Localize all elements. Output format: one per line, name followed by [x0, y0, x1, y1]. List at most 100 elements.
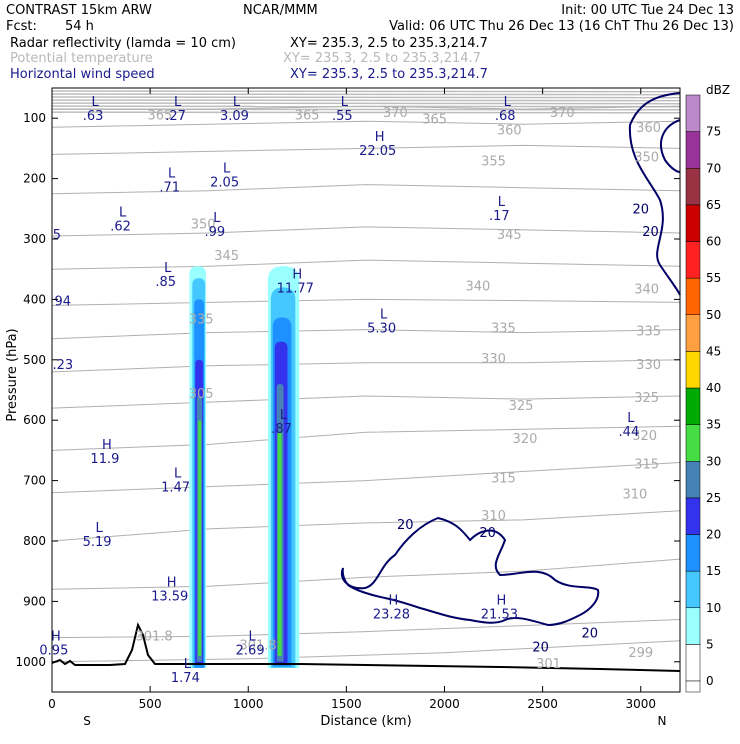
- wind-contour-label: 20: [397, 518, 414, 533]
- colorbar-swatch: [685, 387, 701, 425]
- wind-contours: [51, 92, 681, 672]
- theta-band-line: [51, 111, 681, 114]
- x-tick-label: 1500: [331, 697, 362, 711]
- colorbar-level-label: 75: [706, 125, 721, 139]
- theta-label: 301.8: [135, 630, 172, 645]
- colorbar-swatch: [685, 644, 701, 682]
- extremum-value: .62: [110, 220, 131, 235]
- theta-label: 325: [634, 391, 659, 406]
- wind-contour-20-north: [628, 92, 681, 296]
- colorbar-swatch: [685, 534, 701, 572]
- reflectivity-level-30: [277, 432, 282, 656]
- theta-label: 315: [491, 471, 516, 486]
- theta-label: 360: [636, 121, 661, 136]
- theta-isentrope: [51, 259, 681, 270]
- extremum-type: L: [184, 657, 192, 672]
- theta-isentropes: [51, 90, 681, 663]
- extremum-type: L: [174, 95, 182, 110]
- theta-label: 325: [509, 399, 534, 414]
- x-axis-label: Distance (km): [320, 714, 411, 729]
- theta-band-line: [51, 99, 681, 102]
- extremum-type: L: [341, 95, 349, 110]
- colorbar-swatch: [685, 497, 701, 535]
- extremum-value: .99: [204, 225, 225, 240]
- extremum-value: 23.28: [373, 607, 410, 622]
- extremum-value: 21.53: [481, 607, 518, 622]
- y-tick-label: 700: [23, 474, 46, 488]
- y-tick-label: 500: [23, 353, 46, 367]
- extremum-value: 13.59: [151, 589, 188, 604]
- theta-label: 299: [628, 646, 653, 661]
- extremum-value: 22.05: [359, 144, 396, 159]
- extremum-value: .44: [619, 425, 640, 440]
- extremum-value: 1.74: [171, 671, 200, 686]
- extremum-value: .87: [271, 422, 292, 437]
- extremum-value: .27: [165, 109, 186, 124]
- extremum-value: 1.47: [161, 481, 190, 496]
- theta-label: 345: [497, 228, 522, 243]
- colorbar-level-label: 20: [706, 528, 721, 542]
- extremum-value: .68: [495, 109, 516, 124]
- extremum-value: .63: [83, 109, 104, 124]
- colorbar-swatch: [685, 351, 701, 389]
- extremum-value: 2.69: [236, 644, 265, 659]
- extremum-type: H: [51, 630, 61, 645]
- theta-isentrope: [51, 359, 681, 373]
- extremum-value: .55: [332, 109, 353, 124]
- reflectivity-level-30: [198, 420, 202, 656]
- extremum-value: .17: [489, 209, 510, 224]
- extremum-value: 11.77: [277, 281, 314, 296]
- y-tick-label: 1000: [15, 655, 46, 669]
- y-tick-label: 900: [23, 594, 46, 608]
- header-init: Init: 00 UTC Tue 24 Dec 13: [561, 3, 734, 18]
- theta-isentrope: [51, 226, 681, 237]
- header-fcst-value: 54 h: [65, 19, 94, 34]
- theta-isentrope: [51, 120, 681, 128]
- wind-contour-label: 20: [632, 203, 649, 218]
- edge-value-label: 94: [55, 294, 72, 309]
- colorbar-level-label: 45: [706, 344, 721, 358]
- theta-label: 340: [465, 279, 490, 294]
- extremum-value: 5.30: [367, 322, 396, 337]
- theta-label: 345: [214, 249, 239, 264]
- x-end-label-south: S: [83, 714, 91, 728]
- colorbar-unit: dBZ: [706, 83, 730, 97]
- theta-isentrope: [51, 184, 681, 195]
- extremum-value: 11.9: [90, 452, 119, 467]
- theta-isentrope: [51, 298, 681, 306]
- extremum-type: L: [249, 630, 257, 645]
- theta-band-line: [51, 102, 681, 105]
- extremum-value: 3.09: [220, 109, 249, 124]
- header-agency: NCAR/MMM: [243, 3, 318, 18]
- extremum-type: L: [119, 206, 127, 221]
- colorbar-swatch: [685, 131, 701, 169]
- header-fcst-label: Fcst:: [6, 19, 37, 34]
- x-tick-label: 3000: [625, 697, 656, 711]
- theta-label: 320: [632, 429, 657, 444]
- colorbar-swatch: [685, 424, 701, 462]
- header-valid: Valid: 06 UTC Thu 26 Dec 13 (16 ChT Thu …: [389, 19, 734, 34]
- contour-labels: 365 365 370 365 370 360 355 350 345 340 345 335 335 3…: [39, 95, 661, 686]
- theta-label: 335: [636, 325, 661, 340]
- extremum-type: H: [389, 593, 399, 608]
- theta-label: 320: [513, 432, 538, 447]
- theta-isentrope: [51, 144, 681, 155]
- x-tick-label: 500: [139, 697, 162, 711]
- theta-label: 310: [481, 509, 506, 524]
- colorbar-level-label: 25: [706, 491, 721, 505]
- wind-contour-label: 20: [581, 627, 598, 642]
- theta-band-line: [51, 96, 681, 99]
- theta-label: 335: [491, 322, 516, 337]
- theta-label: 330: [636, 358, 661, 373]
- theta-label: 360: [497, 124, 522, 139]
- extremum-type: H: [167, 575, 177, 590]
- extremum-value: 5.19: [83, 535, 112, 550]
- colorbar-level-label: 10: [706, 601, 721, 615]
- y-tick-label: 100: [23, 111, 46, 125]
- extremum-type: L: [223, 162, 231, 177]
- theta-band-line: [51, 90, 681, 93]
- x-tick-label: 2000: [429, 697, 460, 711]
- edge-value-label: 5: [53, 228, 61, 243]
